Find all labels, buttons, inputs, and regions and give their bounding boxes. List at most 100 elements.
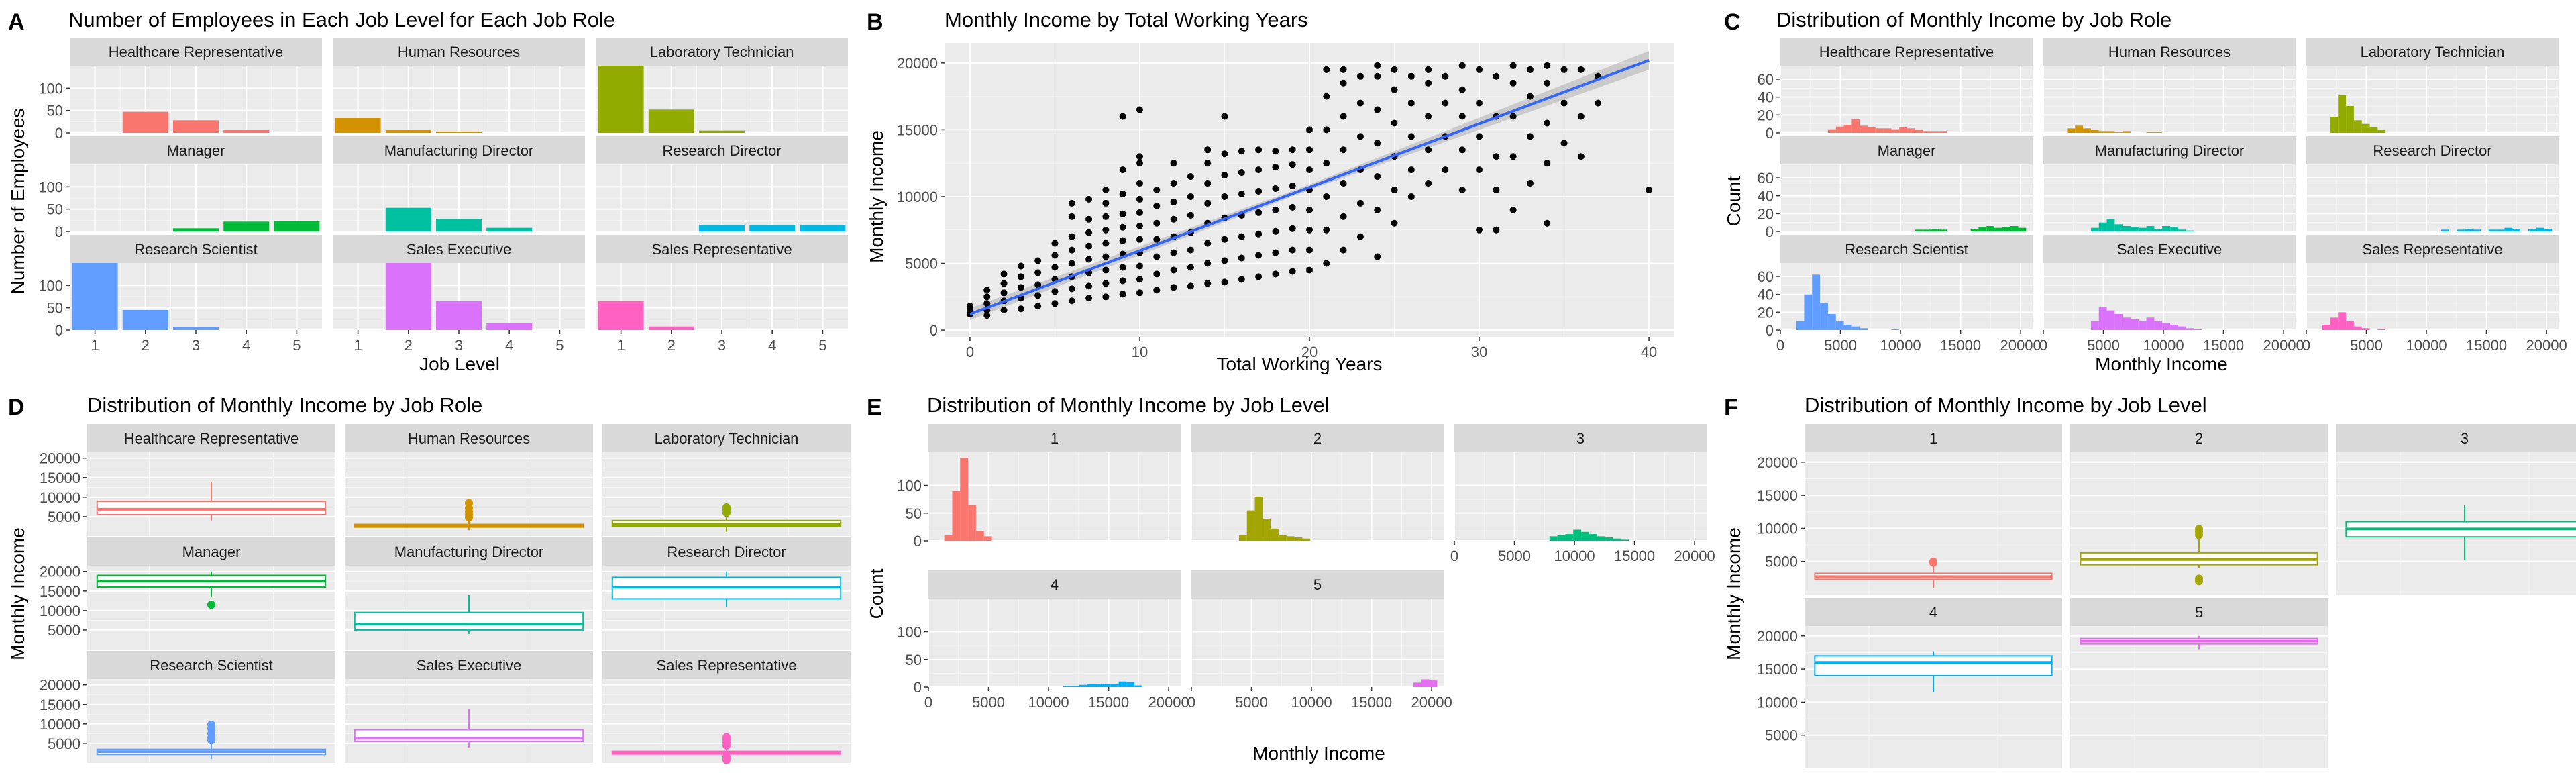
panel-b-point: [1306, 266, 1313, 274]
panel-c-histogram-bar: [2130, 227, 2139, 231]
panel-c-facet-background: [2043, 66, 2296, 133]
panel-b-point: [1102, 253, 1110, 260]
panel-b-y-tick-label: 0: [930, 322, 938, 339]
panel-c-x-tick-label: 10000: [2143, 337, 2184, 354]
panel-b-point: [1544, 62, 1551, 69]
panel-b-y-tick-label: 15000: [897, 121, 938, 138]
panel-b-point: [1238, 276, 1245, 283]
panel-b-point: [1085, 256, 1093, 263]
panel-a-x-tick-label: 3: [192, 337, 200, 354]
panel-b-point: [1509, 113, 1517, 120]
panel-e-histogram-bar: [1254, 497, 1263, 541]
panel-c-histogram-bar: [2162, 323, 2171, 330]
panel-b-point: [1306, 246, 1313, 254]
panel-b-point: [1560, 140, 1568, 147]
panel-a-y-tick-label: 50: [47, 201, 63, 218]
panel-b-point: [1119, 113, 1126, 120]
panel-b-point: [1085, 229, 1093, 236]
panel-label-e: E: [867, 395, 882, 420]
panel-a-facet-strip-label: Manufacturing Director: [384, 142, 534, 159]
panel-d-facet-strip: [87, 424, 335, 452]
panel-e-histogram-bar: [1549, 536, 1558, 541]
panel-b-point: [1407, 133, 1415, 140]
panel-d-y-tick-label: 15000: [40, 583, 80, 600]
panel-c-histogram-bar: [2186, 328, 2194, 330]
panel-b-point: [1526, 180, 1534, 187]
panel-b-point: [1289, 146, 1296, 154]
panel-c-histogram-bar: [2361, 328, 2370, 330]
panel-c-x-tick-label: 20000: [2000, 337, 2041, 354]
panel-c-histogram-bar: [2154, 229, 2163, 231]
panel-c-histogram-bar: [2377, 130, 2386, 133]
panel-d-facet-strip: [345, 537, 593, 566]
panel-b-point: [1306, 206, 1313, 213]
panel-b-point: [1255, 209, 1263, 216]
panel-f-y-tick-label: 10000: [1757, 694, 1798, 711]
panel-d-facet-strip-label: Healthcare Representative: [124, 430, 299, 447]
panel-b-point: [1391, 119, 1398, 127]
panel-a-y-tick-label: 0: [55, 223, 63, 240]
panel-c-facet-background: [1780, 164, 2033, 231]
panel-b-point: [1068, 285, 1075, 293]
panel-b-point: [1340, 180, 1347, 187]
panel-e-histogram-bar: [1605, 537, 1613, 541]
panel-c-histogram-bar: [1939, 229, 1947, 231]
panel-a-x-axis-title: Job Level: [419, 354, 500, 374]
panel-c-histogram-bar: [2083, 128, 2091, 133]
panel-f-facet-strip-label: 3: [2461, 430, 2469, 447]
panel-a-x-tick-label: 2: [142, 337, 150, 354]
panel-e-x-tick-label: 15000: [1614, 548, 1655, 564]
panel-c-histogram-bar: [1931, 131, 1939, 133]
panel-c-histogram-bar: [1835, 126, 1844, 133]
panel-c-y-tick-label: 20: [1758, 304, 1774, 321]
panel-b-point: [1136, 153, 1143, 160]
panel-d-y-tick-label: 15000: [40, 470, 80, 486]
panel-b-point: [1187, 246, 1194, 254]
panel-b-point: [1085, 242, 1093, 250]
panel-b-point: [1119, 291, 1126, 298]
panel-a-y-tick-label: 0: [55, 125, 63, 142]
panel-c-histogram-bar: [2130, 319, 2139, 330]
panel-a-bar: [699, 130, 745, 133]
panel-a-facet-strip: [333, 136, 585, 164]
panel-b-point: [1340, 66, 1347, 73]
panel-b-point: [1017, 284, 1024, 291]
panel-a-bar: [274, 221, 320, 231]
panel-b-point: [1221, 150, 1228, 158]
panel-a-bar: [223, 130, 270, 133]
panel-title-a: Number of Employees in Each Job Level fo…: [68, 8, 615, 32]
panel-a-bar: [749, 225, 796, 231]
panel-a-x-tick-label: 3: [718, 337, 726, 354]
panel-a-x-tick-label: 3: [455, 337, 463, 354]
panel-c-histogram-bar: [1843, 125, 1852, 133]
panel-a-x-tick-label: 1: [91, 337, 99, 354]
panel-d-y-tick-label: 20000: [40, 450, 80, 467]
panel-a-bar: [486, 227, 533, 231]
panel-b-point: [1289, 268, 1296, 275]
panel-c-histogram-bar: [1915, 130, 1923, 133]
panel-b-point: [1306, 166, 1313, 174]
panel-b-point: [1170, 284, 1177, 291]
panel-b-x-tick-label: 20: [1301, 344, 1318, 360]
panel-a-facet-strip: [70, 235, 322, 263]
panel-a-facet-strip-label: Manager: [167, 142, 225, 159]
panel-b-point: [1017, 262, 1024, 270]
panel-c-x-tick-label: 15000: [1940, 337, 1981, 354]
panel-c-histogram-bar: [2114, 224, 2123, 231]
panel-d-y-tick-label: 10000: [40, 489, 80, 506]
panel-d-outlier-point: [722, 503, 731, 511]
panel-b-point: [1526, 133, 1534, 140]
panel-e-histogram-bar: [1413, 682, 1421, 687]
panel-b-point: [1323, 126, 1330, 134]
panel-b-point: [1442, 166, 1449, 174]
panel-c-histogram-bar: [1883, 128, 1892, 133]
panel-d-facet-strip: [602, 537, 851, 566]
panel-c-histogram-bar: [2536, 227, 2544, 231]
panel-b-point: [1136, 262, 1143, 270]
panel-b-point: [1136, 106, 1143, 113]
panel-c-histogram-bar: [2361, 123, 2370, 133]
panel-e-histogram-bar: [1613, 538, 1621, 541]
panel-a-facet-strip-label: Sales Representative: [651, 241, 792, 258]
panel-b-x-tick-label: 0: [966, 344, 974, 360]
panel-b-point: [1017, 305, 1024, 313]
